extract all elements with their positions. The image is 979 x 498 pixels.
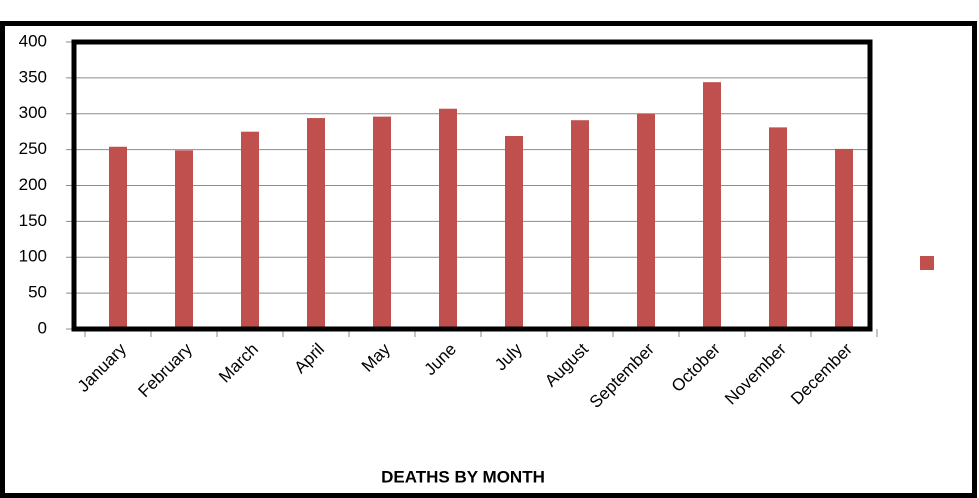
bar bbox=[373, 116, 391, 330]
bar bbox=[109, 146, 127, 329]
bar bbox=[505, 135, 523, 329]
bar bbox=[835, 148, 853, 329]
chart-title: DEATHS BY MONTH bbox=[381, 467, 545, 486]
y-tick-label: 50 bbox=[28, 283, 47, 302]
bar bbox=[769, 127, 787, 329]
legend-marker bbox=[920, 256, 934, 270]
y-tick-label: 250 bbox=[19, 139, 47, 158]
bar bbox=[703, 82, 721, 330]
bar bbox=[637, 113, 655, 329]
plot-border bbox=[71, 39, 873, 332]
y-tick-label: 350 bbox=[19, 67, 47, 86]
bar bbox=[439, 108, 457, 329]
bar bbox=[175, 150, 193, 329]
bar bbox=[571, 120, 589, 330]
y-tick-label: 150 bbox=[19, 211, 47, 230]
y-tick-label: 100 bbox=[19, 247, 47, 266]
chart-border bbox=[0, 21, 977, 498]
y-tick-label: 400 bbox=[19, 31, 47, 50]
y-tick-label: 200 bbox=[19, 175, 47, 194]
y-tick-label: 0 bbox=[38, 318, 47, 337]
bar bbox=[241, 131, 259, 329]
y-tick-label: 300 bbox=[19, 103, 47, 122]
bar bbox=[307, 118, 325, 330]
